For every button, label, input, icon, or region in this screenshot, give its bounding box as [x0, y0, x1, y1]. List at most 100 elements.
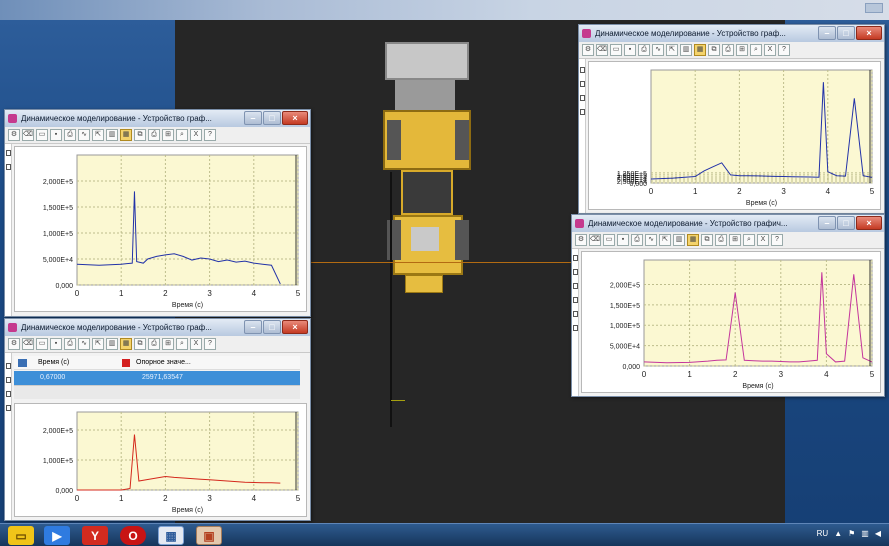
title-bar[interactable]: Динамическое моделирование - Устройство … — [579, 25, 884, 42]
maximize-button[interactable]: □ — [263, 111, 281, 125]
zoom-icon[interactable]: ⌕ — [743, 234, 755, 246]
graph-icon[interactable]: ▦ — [120, 129, 132, 141]
save-icon[interactable]: ▪ — [50, 129, 62, 141]
grid-icon[interactable]: ⊞ — [162, 338, 174, 350]
graph-icon[interactable]: ▦ — [694, 44, 706, 56]
open-icon[interactable]: ▭ — [36, 129, 48, 141]
copy-icon[interactable]: ⧉ — [134, 338, 146, 350]
app-icon[interactable]: ▣ — [196, 526, 222, 545]
bars-icon[interactable]: ▥ — [680, 44, 692, 56]
chart-window-1[interactable]: Динамическое моделирование - Устройство … — [4, 109, 311, 317]
excel-icon[interactable]: X — [764, 44, 776, 56]
title-bar[interactable]: Динамическое моделирование - Устройство … — [5, 110, 310, 127]
minimize-button[interactable]: – — [818, 26, 836, 40]
graph-icon[interactable]: ▦ — [120, 338, 132, 350]
checkbox-icon[interactable] — [573, 255, 578, 261]
media-player-icon[interactable]: ▶ — [44, 526, 70, 545]
horizontal-scrollbar[interactable] — [14, 385, 300, 399]
scale-icon[interactable]: ⇱ — [659, 234, 671, 246]
scale-icon[interactable]: ⇱ — [666, 44, 678, 56]
checkbox-icon[interactable] — [6, 391, 11, 397]
maximize-button[interactable]: □ — [837, 26, 855, 40]
excel-icon[interactable]: X — [190, 129, 202, 141]
chart-window-4[interactable]: Динамическое моделирование - Устройство … — [571, 214, 885, 397]
export-icon[interactable]: ⎙ — [638, 44, 650, 56]
checkbox-icon[interactable] — [573, 297, 578, 303]
checkbox-icon[interactable] — [573, 325, 578, 331]
help-icon[interactable]: ? — [771, 234, 783, 246]
copy-icon[interactable]: ⧉ — [134, 129, 146, 141]
print-icon[interactable]: ⎙ — [148, 129, 160, 141]
title-bar[interactable]: Динамическое моделирование - Устройство … — [5, 319, 310, 336]
maximize-button[interactable]: □ — [837, 216, 855, 230]
flag-icon[interactable]: ⚑ — [848, 529, 856, 538]
grid-icon[interactable]: ⊞ — [162, 129, 174, 141]
close-button[interactable]: × — [282, 320, 308, 334]
checkbox-icon[interactable] — [6, 377, 11, 383]
close-button[interactable]: × — [856, 216, 882, 230]
checkbox-icon[interactable] — [580, 109, 585, 115]
export-icon[interactable]: ⎙ — [64, 338, 76, 350]
chevron-up-icon[interactable]: ▲ — [834, 529, 843, 538]
help-icon[interactable]: ? — [204, 129, 216, 141]
checkbox-icon[interactable] — [580, 67, 585, 73]
print-icon[interactable]: ⎙ — [715, 234, 727, 246]
col-ref-header[interactable]: Опорное значе... — [136, 359, 191, 366]
eraser-icon[interactable]: ⌫ — [596, 44, 608, 56]
bars-icon[interactable]: ▥ — [106, 338, 118, 350]
settings-icon[interactable]: ⚙ — [8, 129, 20, 141]
export-icon[interactable]: ⎙ — [64, 129, 76, 141]
network-icon[interactable]: ▥ — [861, 529, 869, 538]
checkbox-icon[interactable] — [573, 311, 578, 317]
open-icon[interactable]: ▭ — [36, 338, 48, 350]
opera-icon[interactable]: O — [120, 526, 146, 545]
checkbox-icon[interactable] — [573, 283, 578, 289]
volume-icon[interactable]: ◀ — [874, 529, 881, 538]
checkbox-icon[interactable] — [6, 363, 11, 369]
zoom-icon[interactable]: ⌕ — [750, 44, 762, 56]
curve-icon[interactable]: ∿ — [652, 44, 664, 56]
language-indicator[interactable]: RU — [816, 529, 829, 538]
graph-icon[interactable]: ▦ — [687, 234, 699, 246]
title-bar[interactable]: Динамическое моделирование - Устройство … — [572, 215, 884, 232]
eraser-icon[interactable]: ⌫ — [589, 234, 601, 246]
help-icon[interactable]: ? — [778, 44, 790, 56]
chart-window-3[interactable]: Динамическое моделирование - Устройство … — [578, 24, 885, 214]
open-icon[interactable]: ▭ — [603, 234, 615, 246]
folder-icon[interactable]: ▭ — [8, 526, 34, 545]
yandex-browser-icon[interactable]: Y — [82, 526, 108, 545]
help-icon[interactable]: ? — [204, 338, 216, 350]
grid-icon[interactable]: ⊞ — [736, 44, 748, 56]
excel-icon[interactable]: X — [190, 338, 202, 350]
curve-icon[interactable]: ∿ — [645, 234, 657, 246]
save-icon[interactable]: ▪ — [624, 44, 636, 56]
excel-icon[interactable]: X — [757, 234, 769, 246]
copy-icon[interactable]: ⧉ — [701, 234, 713, 246]
checkbox-icon[interactable] — [573, 269, 578, 275]
close-button[interactable]: × — [856, 26, 882, 40]
eraser-icon[interactable]: ⌫ — [22, 338, 34, 350]
minimize-button[interactable]: – — [244, 320, 262, 334]
print-icon[interactable]: ⎙ — [148, 338, 160, 350]
minimize-button[interactable]: – — [244, 111, 262, 125]
settings-icon[interactable]: ⚙ — [575, 234, 587, 246]
zoom-icon[interactable]: ⌕ — [176, 338, 188, 350]
curve-icon[interactable]: ∿ — [78, 129, 90, 141]
curve-icon[interactable]: ∿ — [78, 338, 90, 350]
col-time-header[interactable]: Время (с) — [38, 359, 70, 366]
scale-icon[interactable]: ⇱ — [92, 129, 104, 141]
app-window-icon[interactable]: ▦ — [158, 526, 184, 545]
close-button[interactable]: × — [282, 111, 308, 125]
chart-window-2[interactable]: Динамическое моделирование - Устройство … — [4, 318, 311, 521]
eraser-icon[interactable]: ⌫ — [22, 129, 34, 141]
restore-icon[interactable] — [865, 3, 883, 13]
settings-icon[interactable]: ⚙ — [582, 44, 594, 56]
export-icon[interactable]: ⎙ — [631, 234, 643, 246]
save-icon[interactable]: ▪ — [617, 234, 629, 246]
scale-icon[interactable]: ⇱ — [92, 338, 104, 350]
print-icon[interactable]: ⎙ — [722, 44, 734, 56]
grid-icon[interactable]: ⊞ — [729, 234, 741, 246]
save-icon[interactable]: ▪ — [50, 338, 62, 350]
table-row[interactable]: 0,67000 25971,63547 — [14, 371, 300, 385]
settings-icon[interactable]: ⚙ — [8, 338, 20, 350]
